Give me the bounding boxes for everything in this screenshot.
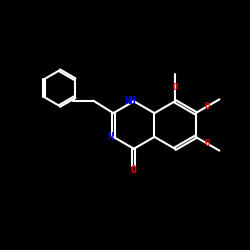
- Text: NH: NH: [124, 96, 136, 106]
- Text: O: O: [205, 139, 210, 148]
- Text: O: O: [205, 102, 210, 111]
- Text: O: O: [172, 83, 178, 92]
- Text: O: O: [131, 165, 137, 175]
- Text: N: N: [107, 132, 113, 142]
